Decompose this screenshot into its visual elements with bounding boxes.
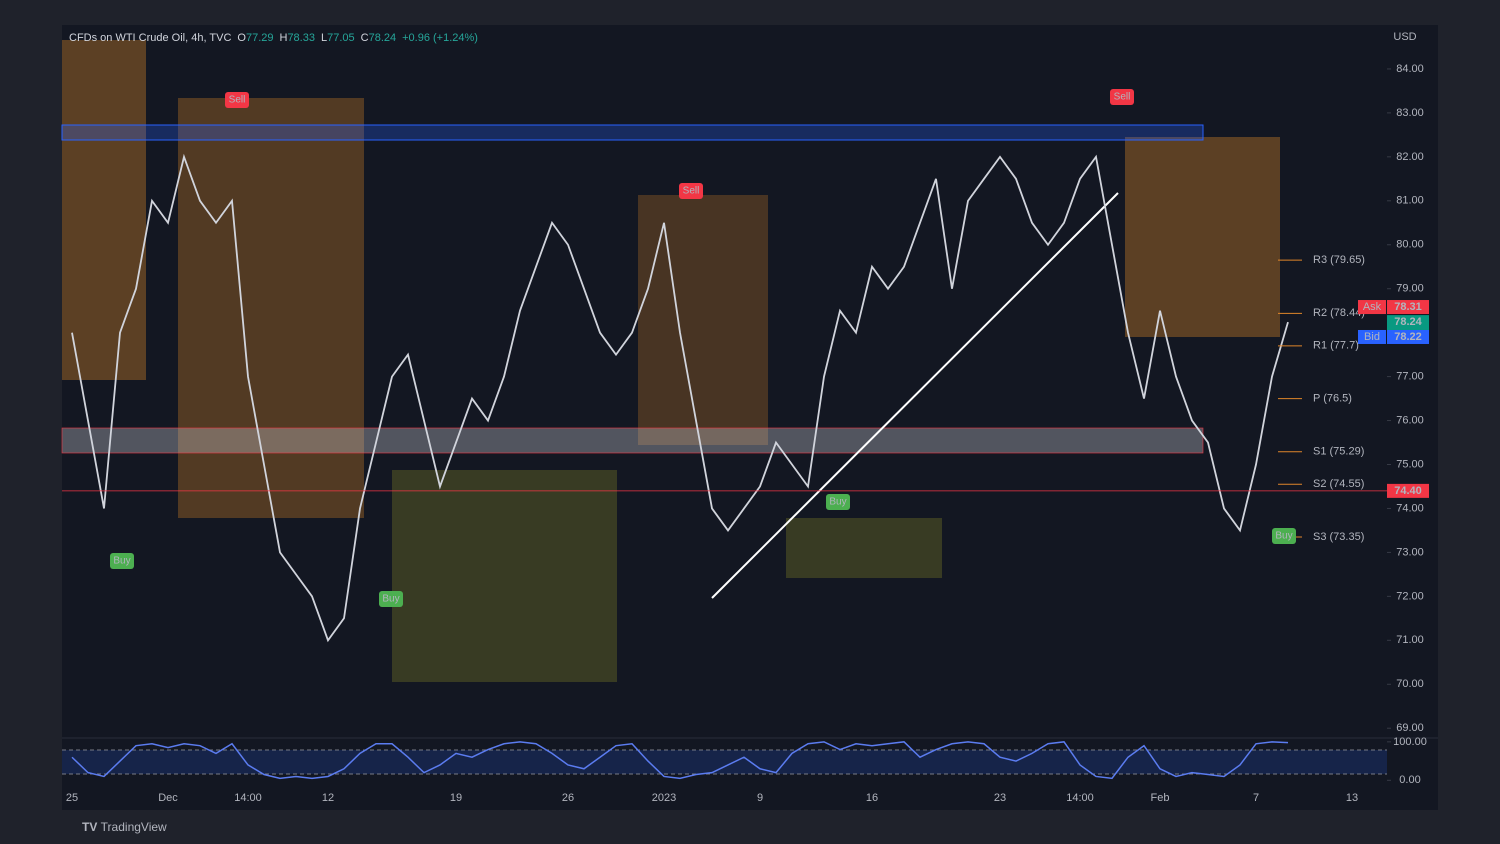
y-tick-label: 81.00: [1396, 195, 1424, 207]
oscillator-line: [71, 741, 1289, 780]
pivot-label: P (76.5): [1313, 392, 1352, 404]
y-tick-label: 100.00: [1393, 736, 1427, 748]
price-tag-label: 74.40: [1394, 485, 1422, 497]
price-tag: [1387, 300, 1429, 315]
x-tick-label: 26: [562, 792, 574, 804]
pivot-label: S2 (74.55): [1313, 478, 1364, 490]
ohlc-value: 77.29: [246, 32, 274, 44]
change: +0.96 (+1.24%): [402, 32, 478, 44]
signal-box: [1272, 528, 1296, 544]
x-tick-label: 7: [1253, 792, 1259, 804]
currency: USD: [1393, 31, 1416, 43]
brand: TV TradingView: [82, 820, 167, 834]
x-tick-label: Dec: [158, 792, 178, 804]
ohlc-key: O: [237, 32, 246, 44]
y-tick-label: 0.00: [1399, 774, 1420, 786]
ohlc-key: L: [321, 32, 327, 44]
support-zone: [61, 427, 1204, 454]
x-tick-label: 14:00: [1066, 792, 1094, 804]
x-tick-label: Feb: [1151, 792, 1170, 804]
x-tick-label: 2023: [652, 792, 676, 804]
signal-label: Buy: [1275, 531, 1292, 542]
header: CFDs on WTI Crude Oil, 4h, TVC O77.29 H78.…: [69, 32, 478, 44]
y-tick-label: 74.00: [1396, 502, 1424, 514]
zone: [178, 98, 364, 518]
pivot-label: S1 (75.29): [1313, 446, 1364, 458]
signal-box: [826, 494, 850, 510]
y-tick-label: 79.00: [1396, 283, 1424, 295]
pivot-label: S3 (73.35): [1313, 531, 1364, 543]
signal-box: [379, 591, 403, 607]
chart-panel: [62, 25, 1438, 810]
x-tick-label: 16: [866, 792, 878, 804]
signal-label: Buy: [829, 497, 846, 508]
price-tag: [1387, 329, 1429, 344]
x-tick-label: 9: [757, 792, 763, 804]
price-tag-label: 78.31: [1394, 301, 1422, 313]
pivot-label: R2 (78.44): [1313, 307, 1365, 319]
pivot-label: R3 (79.65): [1313, 254, 1365, 266]
ohlc-key: C: [361, 32, 369, 44]
ohlc-key: H: [279, 32, 287, 44]
x-tick-label: 25: [66, 792, 78, 804]
y-tick-label: 76.00: [1396, 414, 1424, 426]
signal-box: [225, 92, 249, 108]
y-tick-label: 82.00: [1396, 151, 1424, 163]
y-tick-label: 80.00: [1396, 239, 1424, 251]
y-tick-label: 71.00: [1396, 634, 1424, 646]
signal-box: [110, 553, 134, 569]
logo: TV: [82, 820, 101, 834]
y-tick-label: 73.00: [1396, 546, 1424, 558]
price-line: [71, 153, 1289, 643]
zone: [392, 470, 617, 682]
signal-label: Buy: [113, 556, 130, 567]
zone: [1125, 137, 1280, 337]
tag-name: Bid: [1364, 331, 1380, 343]
zone: [62, 40, 146, 380]
resistance-zone: [61, 124, 1204, 141]
zone: [786, 518, 942, 578]
symbol: CFDs on WTI Crude Oil, 4h, TVC: [69, 32, 231, 44]
signal-label: Sell: [229, 95, 246, 106]
price-tag: [1387, 483, 1429, 498]
signal-box: [679, 183, 703, 199]
zone: [638, 195, 768, 445]
signal-label: Sell: [683, 186, 700, 197]
trend-line: [711, 192, 1119, 599]
ohlc-value: 78.24: [369, 32, 397, 44]
y-tick-label: 83.00: [1396, 107, 1424, 119]
price-tag-label: 78.24: [1394, 316, 1422, 328]
y-tick-label: 69.00: [1396, 722, 1424, 734]
y-tick-label: 72.00: [1396, 590, 1424, 602]
ohlc-value: 78.33: [287, 32, 315, 44]
price-tag-label: 78.22: [1394, 331, 1422, 343]
tag-name: Ask: [1363, 301, 1382, 313]
x-tick-label: 23: [994, 792, 1006, 804]
tag-name-box: [1358, 329, 1386, 344]
x-tick-label: 19: [450, 792, 462, 804]
ohlc-value: 77.05: [327, 32, 355, 44]
signal-label: Sell: [1114, 92, 1131, 103]
y-tick-label: 84.00: [1396, 63, 1424, 75]
y-tick-label: 70.00: [1396, 678, 1424, 690]
pivot-label: R1 (77.7): [1313, 340, 1359, 352]
x-tick-label: 12: [322, 792, 334, 804]
tag-name-box: [1358, 300, 1386, 315]
x-tick-label: 13: [1346, 792, 1358, 804]
x-tick-label: 14:00: [234, 792, 262, 804]
y-tick-label: 77.00: [1396, 371, 1424, 383]
signal-label: Buy: [382, 594, 399, 605]
brand-name: TradingView: [101, 820, 167, 834]
signal-box: [1110, 89, 1134, 105]
osc-band: [62, 750, 1387, 774]
y-tick-label: 75.00: [1396, 458, 1424, 470]
